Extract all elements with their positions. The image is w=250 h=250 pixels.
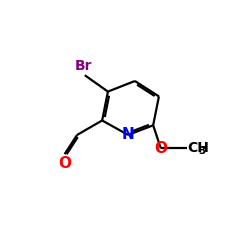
- Text: 3: 3: [198, 146, 206, 156]
- Text: O: O: [154, 141, 167, 156]
- Text: Br: Br: [75, 59, 92, 73]
- Text: N: N: [122, 128, 134, 142]
- Text: CH: CH: [187, 141, 209, 155]
- Text: O: O: [58, 156, 71, 171]
